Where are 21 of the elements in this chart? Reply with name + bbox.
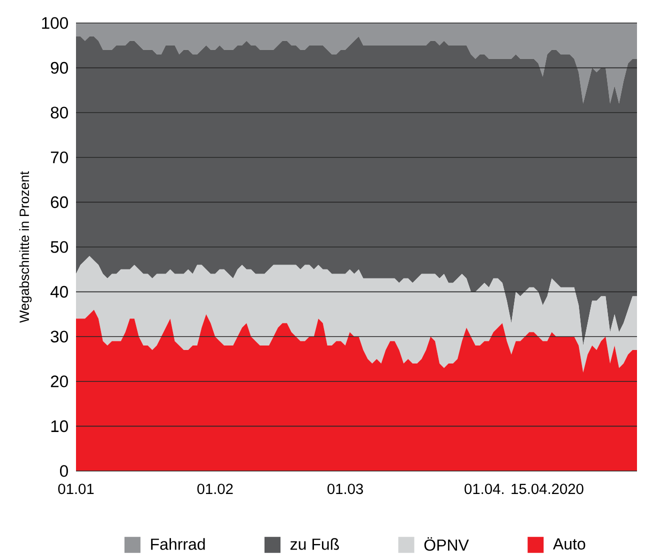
y-tick-label: 60 <box>50 196 68 208</box>
x-tick-label: 15.04.2020 <box>512 484 584 494</box>
y-tick-label: 50 <box>50 241 68 253</box>
y-tick-label: 10 <box>51 420 68 432</box>
legend-label: Fahrrad <box>151 538 205 550</box>
y-tick-label: 80 <box>50 106 68 119</box>
legend-label: ÖPNV <box>424 537 469 551</box>
y-tick-label: 40 <box>50 286 68 298</box>
y-tick-label: 90 <box>50 62 68 74</box>
x-tick-label: 01.01 <box>58 484 94 494</box>
x-tick-label: 01.02 <box>197 484 233 494</box>
y-tick-label: 100 <box>42 17 68 29</box>
x-tick-label: 01.04. <box>464 484 504 494</box>
legend-label: Auto <box>552 538 586 550</box>
legend-label: zu Fuß <box>290 538 339 550</box>
y-tick-label: 70 <box>50 152 68 164</box>
y-tick-label: 0 <box>60 465 68 477</box>
y-axis-title: Wegabschnitte in Prozent <box>19 171 32 323</box>
x-tick-label: 01.03 <box>328 484 363 494</box>
y-tick-label: 30 <box>50 330 68 343</box>
y-tick-label: 20 <box>50 376 68 388</box>
